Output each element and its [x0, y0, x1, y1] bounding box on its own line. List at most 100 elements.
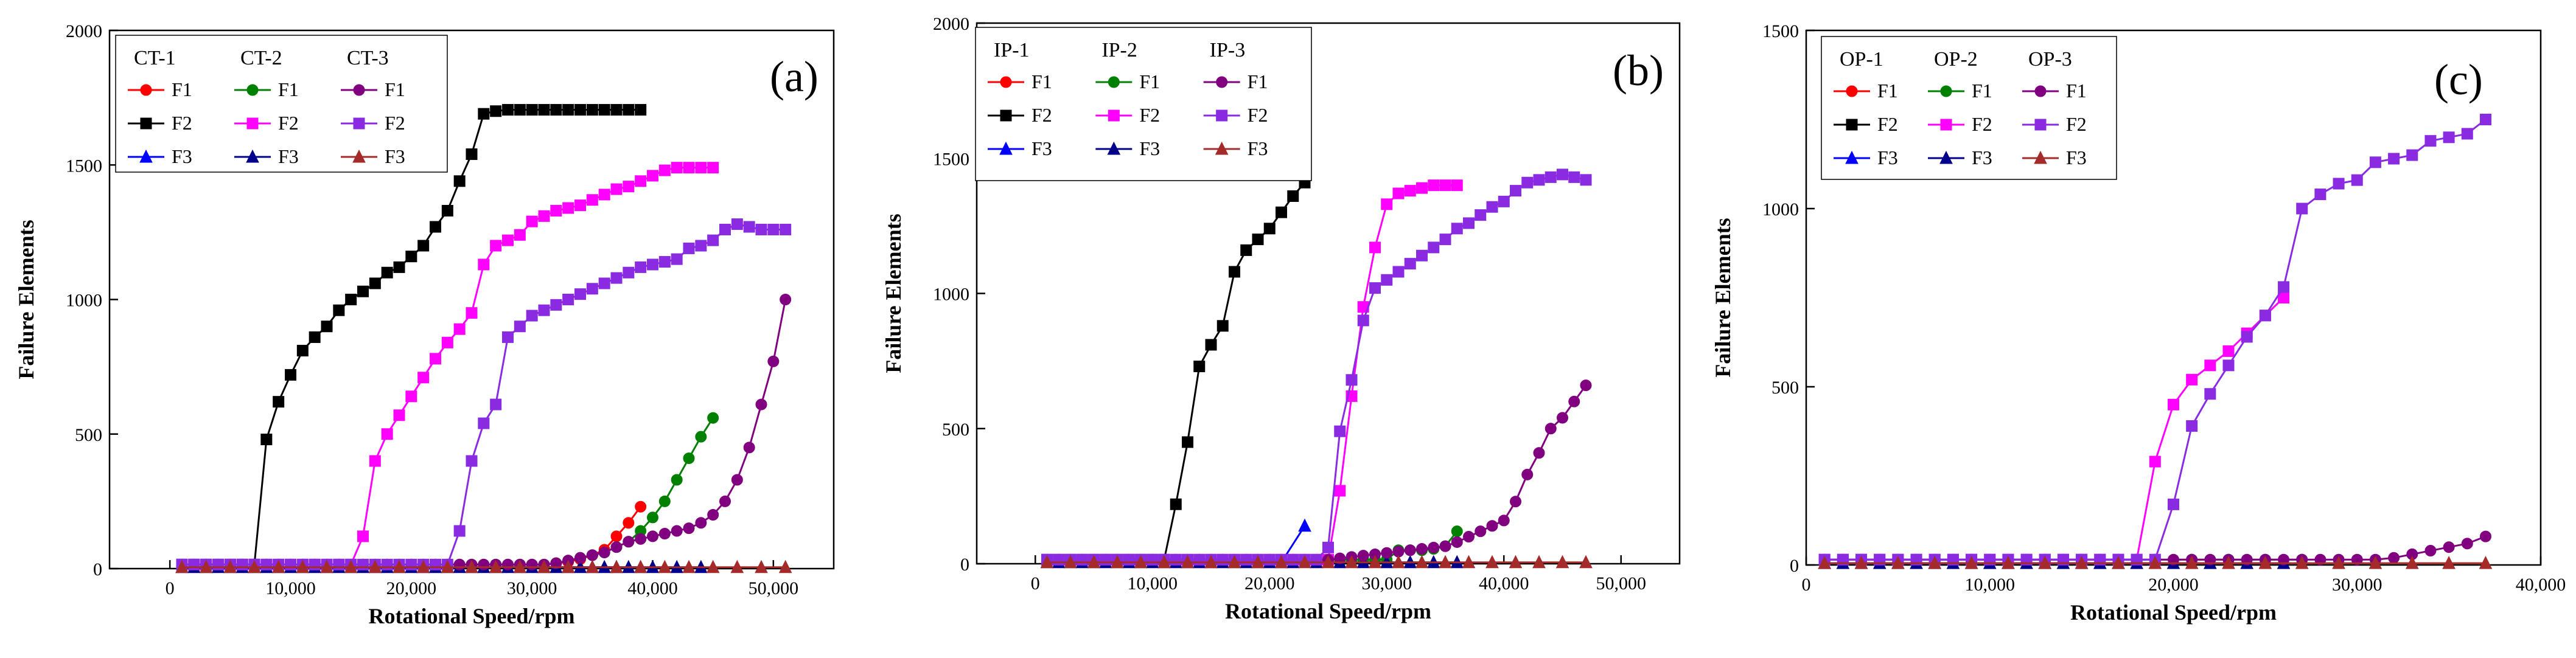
- data-point: [623, 517, 635, 529]
- data-point: [707, 509, 719, 521]
- data-point: [2149, 455, 2161, 468]
- data-point: [260, 434, 273, 446]
- legend-swatch-marker: [1000, 109, 1012, 122]
- data-point: [1170, 498, 1182, 510]
- data-point: [550, 557, 562, 569]
- legend-label: F1: [1248, 71, 1268, 92]
- data-point: [1439, 234, 1451, 246]
- x-tick-label: 30,000: [1362, 573, 1412, 594]
- data-point: [2351, 174, 2363, 186]
- data-point: [610, 530, 623, 542]
- data-point: [2112, 555, 2125, 569]
- data-point: [2168, 398, 2179, 410]
- legend-label: F3: [1972, 147, 1992, 168]
- data-point: [453, 323, 466, 335]
- legend-label: F2: [1972, 113, 1992, 135]
- data-point: [1428, 541, 1440, 553]
- data-point: [381, 558, 393, 570]
- data-point: [1263, 223, 1276, 235]
- data-point: [2443, 131, 2455, 144]
- data-point: [1568, 395, 1580, 407]
- data-point: [526, 310, 538, 322]
- data-point: [671, 253, 683, 265]
- series-op-3-f2: [1818, 114, 2491, 566]
- data-point: [586, 549, 598, 561]
- data-point: [1416, 543, 1428, 555]
- data-point: [2461, 538, 2473, 550]
- data-point: [1205, 339, 1217, 351]
- data-point: [1475, 525, 1487, 538]
- legend-group-title: IP-3: [1210, 39, 1246, 61]
- data-point: [502, 558, 514, 570]
- legend-item: F2: [341, 112, 405, 134]
- data-point: [574, 552, 586, 564]
- data-point: [671, 162, 683, 174]
- data-point: [610, 559, 623, 573]
- y-tick-label: 0: [1790, 556, 1799, 576]
- data-point: [465, 559, 478, 573]
- data-point: [188, 558, 200, 570]
- panel-label: (b): [1613, 46, 1664, 95]
- data-point: [1392, 555, 1405, 569]
- data-point: [1100, 553, 1112, 566]
- legend-swatch-marker: [246, 117, 259, 130]
- data-point: [1369, 282, 1381, 294]
- data-point: [441, 204, 453, 216]
- data-point: [2479, 555, 2493, 569]
- data-point: [1134, 555, 1148, 569]
- data-point: [1964, 555, 1978, 569]
- data-point: [562, 294, 574, 305]
- data-point: [1509, 555, 1523, 569]
- data-point: [585, 559, 599, 573]
- y-tick-label: 0: [93, 559, 102, 580]
- legend-swatch-marker: [999, 141, 1013, 155]
- data-point: [719, 223, 731, 235]
- data-point: [2424, 545, 2437, 557]
- data-point: [2186, 373, 2198, 386]
- data-point: [1510, 496, 1521, 508]
- data-point: [1334, 485, 1346, 497]
- data-point: [1439, 540, 1451, 552]
- legend-swatch-marker: [2034, 150, 2047, 164]
- data-point: [296, 345, 309, 357]
- legend-item: F2: [2022, 113, 2087, 135]
- data-point: [647, 530, 658, 542]
- legend-label: F2: [385, 112, 405, 134]
- data-point: [368, 559, 382, 573]
- x-tick-label: 40,000: [2516, 575, 2566, 595]
- data-point: [2204, 388, 2216, 400]
- data-point: [2442, 555, 2456, 569]
- data-point: [730, 559, 744, 573]
- data-point: [1369, 241, 1381, 254]
- data-point: [1298, 518, 1311, 532]
- data-point: [2388, 153, 2400, 165]
- data-point: [1040, 555, 1054, 569]
- data-point: [357, 285, 369, 297]
- data-point: [2222, 555, 2235, 569]
- data-point: [489, 559, 503, 573]
- data-point: [416, 559, 430, 573]
- data-point: [658, 495, 671, 507]
- data-point: [1451, 179, 1463, 192]
- data-point: [780, 294, 792, 305]
- legend-swatch-marker: [1215, 141, 1229, 155]
- data-point: [1557, 168, 1568, 181]
- data-point: [2148, 555, 2162, 569]
- data-point: [1555, 555, 1569, 569]
- y-tick-label: 0: [960, 555, 969, 575]
- data-point: [2241, 331, 2253, 343]
- legend-group-title: IP-1: [994, 39, 1030, 61]
- legend-item: F1: [128, 78, 192, 100]
- data-point: [1545, 171, 1557, 183]
- data-point: [1580, 379, 1592, 392]
- data-point: [248, 559, 261, 573]
- legend-group-title: OP-2: [1934, 48, 1978, 71]
- legend-swatch-marker: [353, 84, 365, 96]
- data-point: [778, 559, 792, 573]
- data-point: [683, 242, 695, 254]
- data-point: [514, 320, 526, 333]
- data-point: [199, 559, 213, 573]
- legend-swatch-marker: [1940, 119, 1952, 131]
- data-point: [1439, 179, 1451, 192]
- data-point: [405, 558, 417, 570]
